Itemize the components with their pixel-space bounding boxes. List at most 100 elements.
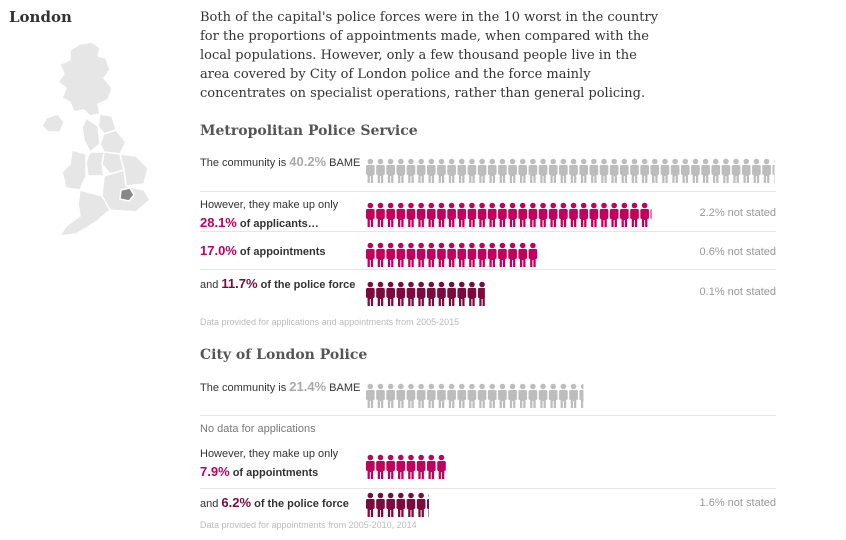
person-icon (386, 492, 395, 517)
person-icon (620, 158, 629, 183)
person-icon (447, 158, 456, 183)
person-icon (599, 202, 609, 227)
person-icon (498, 202, 507, 227)
met-appointments-icons (366, 242, 540, 272)
city-police-force-row: and 6.2% of the police force 1.6% not st… (200, 489, 776, 519)
person-icon (376, 281, 385, 306)
person-icon (396, 383, 406, 408)
person-icon (477, 242, 487, 267)
person-icon (416, 242, 426, 267)
isotype-glyphs (366, 202, 652, 227)
person-icon (498, 158, 507, 183)
person-icon (386, 242, 395, 267)
person-icon (426, 281, 436, 306)
met-appointments-not-stated: 0.6% not stated (699, 246, 776, 258)
person-icon (396, 454, 406, 479)
city-police-force-label: and 6.2% of the police force (200, 495, 349, 510)
person-icon (548, 383, 558, 408)
person-icon (447, 242, 456, 267)
person-icon (487, 383, 497, 408)
person-icon (559, 202, 568, 227)
person-icon (467, 281, 477, 306)
person-icon (366, 202, 375, 227)
person-icon (589, 158, 599, 183)
person-icon (508, 158, 517, 183)
met-community-pct: 40.2% (289, 154, 327, 169)
city-community-row: The community is 21.4% BAME (200, 377, 776, 416)
person-icon (457, 202, 467, 227)
person-icon (376, 242, 385, 267)
person-icon (670, 158, 680, 183)
person-icon (437, 383, 446, 408)
person-icon (640, 202, 649, 227)
person-icon (416, 281, 426, 306)
region-title: London (9, 8, 72, 26)
city-community-icons (366, 383, 585, 413)
isotype-glyphs (366, 158, 775, 183)
person-icon (508, 242, 517, 267)
person-icon (640, 158, 649, 183)
person-icon (386, 281, 395, 306)
person-icon (376, 383, 385, 408)
isotype-glyphs (366, 281, 485, 306)
person-icon (386, 158, 395, 183)
city-police-force-icons (366, 492, 430, 522)
person-icon (457, 383, 467, 408)
person-icon (396, 492, 406, 517)
person-icon (447, 281, 456, 306)
isotype-glyphs (366, 492, 429, 517)
person-icon (426, 493, 429, 517)
person-icon (467, 242, 477, 267)
west-midlands-region (85, 151, 105, 177)
person-icon (711, 158, 721, 183)
person-icon (518, 158, 528, 183)
person-icon (447, 202, 456, 227)
isotype-glyphs (366, 383, 584, 408)
met-police-force-icons (366, 281, 486, 311)
met-community-label: The community is 40.2% BAME (200, 154, 361, 169)
person-icon (386, 454, 395, 479)
person-icon (406, 281, 416, 306)
person-icon (426, 383, 436, 408)
person-icon (538, 158, 548, 183)
met-community-row: The community is 40.2% BAME (200, 152, 776, 192)
person-icon (508, 383, 517, 408)
person-icon (386, 202, 395, 227)
person-icon (437, 158, 446, 183)
uk-map-icon (41, 41, 151, 237)
person-icon (457, 242, 467, 267)
city-appointments-icons (366, 454, 448, 484)
person-icon (366, 158, 375, 183)
force-title-met: Metropolitan Police Service (200, 123, 418, 139)
person-icon (406, 454, 416, 479)
city-no-data-note: No data for applications (200, 423, 316, 435)
person-icon (559, 158, 568, 183)
person-icon (426, 158, 436, 183)
person-icon (366, 492, 375, 517)
person-icon (701, 158, 710, 183)
city-appointments-label: However, they make up only 7.9% of appoi… (200, 448, 339, 479)
person-icon (366, 383, 375, 408)
person-icon (416, 202, 426, 227)
person-icon (498, 242, 507, 267)
person-icon (650, 158, 660, 183)
person-icon (477, 158, 487, 183)
person-icon (426, 242, 436, 267)
person-icon (548, 158, 558, 183)
scotland-region (57, 41, 113, 117)
person-icon (772, 159, 775, 183)
person-icon (437, 454, 446, 479)
person-icon (569, 158, 578, 183)
person-icon (426, 202, 436, 227)
met-appointments-row: 17.0% of appointments 0.6% not stated (200, 232, 776, 270)
person-icon (630, 158, 639, 183)
person-icon (376, 492, 385, 517)
person-icon (741, 158, 751, 183)
city-data-note: Data provided for appointments from 2005… (200, 520, 417, 530)
force-title-city: City of London Police (200, 347, 368, 363)
yorkshire-region (99, 129, 127, 155)
person-icon (589, 202, 599, 227)
person-icon (406, 383, 416, 408)
person-icon (416, 492, 426, 517)
person-icon (528, 242, 538, 267)
